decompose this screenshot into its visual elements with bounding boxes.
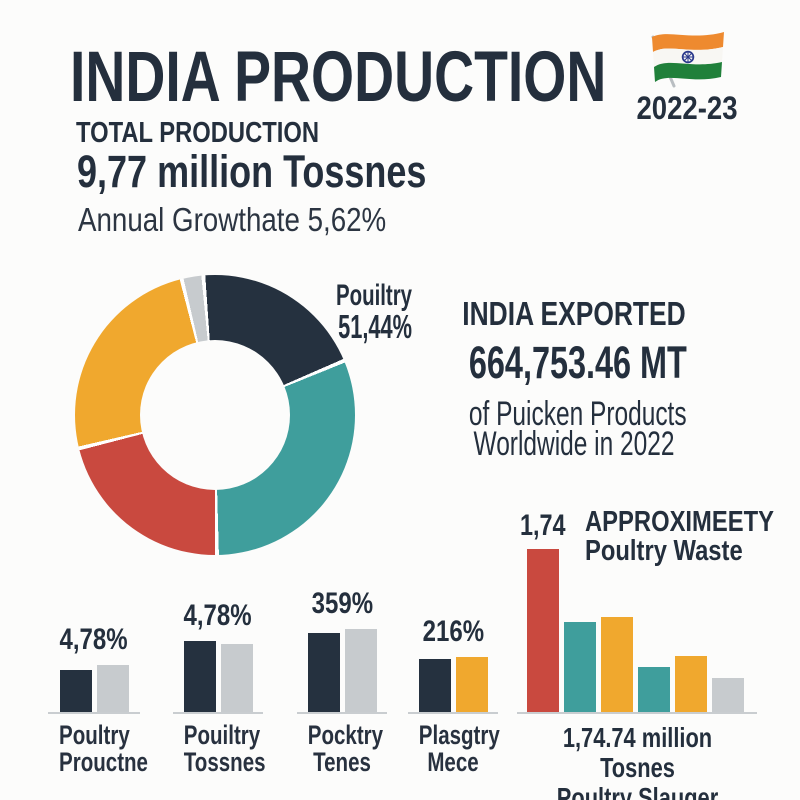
mini-chart-1-bars <box>59 665 129 713</box>
waste-chart-caption-line1: 1,74.74 million Tosnes <box>562 722 713 783</box>
bar-gray <box>712 678 744 712</box>
total-production-value: 9,77 million Tossnes <box>77 146 427 197</box>
waste-chart-title: APPROXIMEETY Poultry Waste <box>585 508 774 566</box>
waste-chart-title-line1: APPROXIMEETY <box>585 506 774 538</box>
page-title: INDIA PRODUCTION <box>70 38 607 117</box>
mini-chart-2-caption-line2: Tossnes <box>183 747 266 777</box>
waste-chart-caption: 1,74.74 million Tosnes Poultry Slauger p… <box>530 723 745 800</box>
mini-chart-2-bars <box>183 641 253 713</box>
donut-annotation-value: 51,44% <box>338 308 412 345</box>
export-value: 664,753.46 MT <box>468 337 687 388</box>
bar-navy <box>183 641 216 713</box>
waste-chart-value: 1,74 <box>520 509 566 542</box>
bar-yellow <box>675 656 707 712</box>
bar-yellow <box>601 617 633 712</box>
mini-chart-2-caption: Pouiltry Tossnes <box>183 720 266 777</box>
export-stats: INDIA EXPORTED 664,753.46 MT of Puicken … <box>428 295 720 463</box>
export-subline-1: of Puicken Products <box>468 395 687 433</box>
bar-red <box>527 549 559 712</box>
export-heading: INDIA EXPORTED <box>462 295 686 332</box>
mini-chart-3-caption-line1: Pocktry <box>307 720 384 750</box>
mini-chart-1-caption-line2: Prouctne <box>59 747 148 777</box>
mini-chart-1-axis <box>48 712 140 714</box>
waste-chart-title-line2: Poultry Waste <box>585 535 743 567</box>
bar-navy <box>59 670 92 713</box>
bar-gray <box>220 644 253 713</box>
export-subline-2: Worldwide in 2022 <box>473 425 675 463</box>
bar-navy <box>418 659 451 713</box>
mini-chart-4-value: 216% <box>422 615 484 648</box>
donut-annotation: Pouiltry 51,44% <box>286 279 412 345</box>
india-flag-icon <box>633 26 751 104</box>
mini-chart-3-caption: Pocktry Tenes <box>307 720 384 777</box>
waste-chart-bars <box>527 549 744 712</box>
mini-chart-4-caption: Plasgtry Mece <box>418 720 500 777</box>
mini-chart-4-axis <box>408 712 498 714</box>
bar-gray <box>344 629 377 713</box>
mini-chart-2-value: 4,78% <box>183 599 253 632</box>
bar-teal <box>638 667 670 712</box>
bar-teal <box>564 622 596 712</box>
mini-chart-3-caption-line2: Tenes <box>313 747 371 777</box>
mini-chart-4-bars <box>418 657 488 713</box>
waste-chart-caption-line2: Poultry Slauger produally <box>556 782 719 800</box>
mini-chart-3-axis <box>297 712 387 714</box>
mini-chart-4-caption-line1: Plasgtry <box>418 720 500 750</box>
bar-yellow <box>455 657 488 713</box>
mini-chart-poultry-prouctne: 4,78% <box>48 623 140 713</box>
donut-annotation-label: Pouiltry <box>336 279 412 312</box>
mini-chart-1-caption-line1: Poultry <box>59 720 130 750</box>
mini-chart-3-bars <box>307 629 377 713</box>
bar-navy <box>307 633 340 713</box>
year-label: 2022-23 <box>636 90 738 126</box>
mini-chart-plasgtry-mece: 216% <box>408 615 498 713</box>
donut-hole <box>140 340 290 490</box>
mini-chart-4-caption-line2: Mece <box>427 747 479 777</box>
mini-chart-2-caption-line1: Pouiltry <box>183 720 261 750</box>
waste-chart-axis <box>517 712 757 714</box>
mini-chart-pocktry-tenes: 359% <box>297 587 387 713</box>
mini-chart-2-axis <box>173 712 263 714</box>
bar-gray <box>96 665 129 713</box>
annual-growth-rate: Annual Growthate 5,62% <box>78 201 387 238</box>
mini-chart-pouiltry-tossnes: 4,78% <box>173 599 263 713</box>
total-production-label: TOTAL PRODUCTION <box>76 117 320 149</box>
donut-chart <box>75 275 355 555</box>
mini-chart-1-value: 4,78% <box>59 623 129 656</box>
mini-chart-3-value: 359% <box>311 587 373 620</box>
mini-chart-1-caption: Poultry Prouctne <box>59 720 148 777</box>
